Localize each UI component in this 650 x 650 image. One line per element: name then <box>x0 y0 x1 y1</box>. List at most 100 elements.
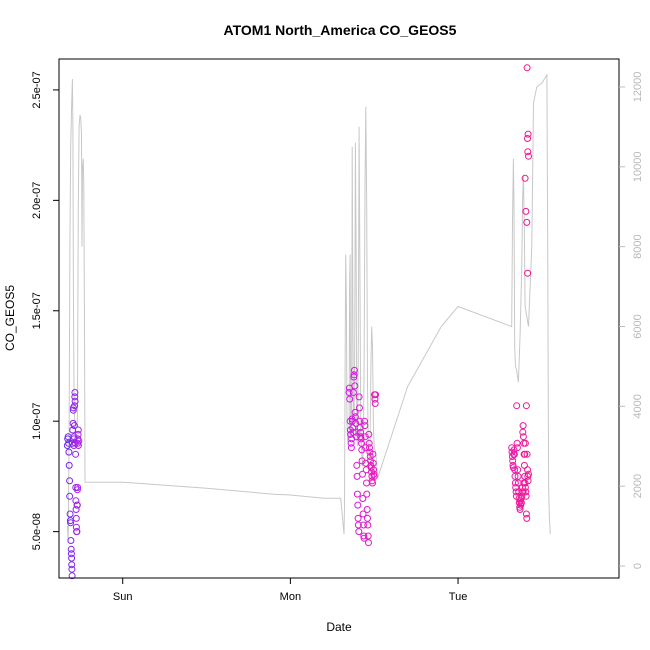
x-axis-label: Date <box>326 620 352 634</box>
data-point <box>522 510 530 518</box>
data-point <box>352 419 360 427</box>
data-point <box>511 479 519 487</box>
data-point <box>513 439 521 447</box>
data-point <box>517 499 525 507</box>
data-point <box>365 430 373 438</box>
data-point <box>364 532 372 540</box>
x-tick-label: Mon <box>280 591 301 603</box>
data-point <box>508 448 516 456</box>
data-point <box>370 472 378 480</box>
data-point <box>361 422 369 430</box>
data-point <box>363 506 371 513</box>
data-point <box>350 371 358 379</box>
data-point <box>371 400 379 407</box>
data-point <box>522 207 530 215</box>
data-point <box>72 497 80 505</box>
data-point <box>74 484 82 491</box>
data-point <box>356 417 364 425</box>
data-point <box>67 550 75 558</box>
y2-tick-label: 0 <box>632 563 644 569</box>
data-point <box>65 448 73 456</box>
data-point <box>524 477 532 485</box>
y-axis-right: 0 2000 4000 6000 8000 10000 12000 <box>619 72 644 569</box>
data-point <box>68 572 76 580</box>
y-axis-left: 5.0e-08 1.0e-07 1.5e-07 2.0e-07 2.5e-07 <box>31 71 59 550</box>
data-point <box>349 428 357 436</box>
data-point <box>366 444 373 452</box>
data-point <box>524 466 531 474</box>
data-point <box>523 218 531 226</box>
data-point <box>521 439 529 447</box>
data-point <box>522 488 530 496</box>
y2-tick-label: 6000 <box>632 314 644 338</box>
data-point <box>525 152 532 160</box>
data-point <box>368 472 376 480</box>
data-point <box>358 457 366 465</box>
data-point <box>75 437 83 445</box>
y2-tick-label: 8000 <box>632 234 644 258</box>
data-point <box>358 446 366 454</box>
data-point <box>70 422 78 430</box>
altitude-line <box>66 73 551 543</box>
data-point <box>360 534 368 542</box>
data-point <box>369 450 377 458</box>
data-point <box>71 389 79 396</box>
data-point <box>67 519 75 527</box>
data-point <box>514 472 522 480</box>
data-point <box>66 477 74 485</box>
data-point <box>362 444 369 452</box>
data-point <box>363 490 371 498</box>
data-point <box>72 506 80 513</box>
data-point <box>369 479 376 487</box>
data-point <box>521 472 529 480</box>
data-point <box>518 492 526 500</box>
data-point <box>514 466 522 474</box>
data-point <box>66 517 74 525</box>
data-point <box>509 457 517 465</box>
data-point <box>73 501 81 509</box>
data-point <box>67 537 75 544</box>
data-point <box>520 479 528 487</box>
data-point <box>351 382 359 390</box>
data-point <box>74 426 82 434</box>
chart-title: ATOM1 North_America CO_GEOS5 <box>224 22 457 38</box>
data-point <box>352 428 360 436</box>
data-point <box>363 479 370 487</box>
y-tick-label: 1.0e-07 <box>31 403 43 440</box>
y-axis-label: CO_GEOS5 <box>3 285 17 351</box>
data-point <box>519 488 527 496</box>
data-point <box>72 514 80 522</box>
data-point <box>351 408 359 416</box>
data-point <box>511 466 519 474</box>
data-point <box>524 148 532 156</box>
data-point <box>346 395 354 403</box>
data-point <box>519 433 527 441</box>
data-point <box>365 539 372 547</box>
y-tick-label: 1.5e-07 <box>31 292 43 329</box>
data-point <box>359 510 367 518</box>
data-point <box>522 402 530 410</box>
y-tick-label: 2.5e-07 <box>31 71 43 108</box>
data-point <box>357 435 365 443</box>
y2-tick-label: 4000 <box>632 394 644 418</box>
x-tick-label: Sun <box>113 591 133 603</box>
data-point <box>73 528 81 536</box>
data-point <box>355 528 363 536</box>
data-point <box>523 450 531 458</box>
data-point <box>353 461 361 469</box>
data-point <box>521 450 529 458</box>
data-point <box>347 444 355 452</box>
y-tick-label: 5.0e-08 <box>31 513 43 550</box>
data-point <box>350 366 358 374</box>
data-point <box>71 397 79 405</box>
data-point <box>364 521 372 529</box>
data-point <box>510 450 518 458</box>
data-point <box>511 472 519 480</box>
data-point <box>524 135 531 142</box>
data-point <box>513 402 521 410</box>
data-point <box>514 479 522 487</box>
data-point <box>351 413 359 421</box>
y-tick-label: 2.0e-07 <box>31 182 43 219</box>
data-point <box>71 402 79 410</box>
